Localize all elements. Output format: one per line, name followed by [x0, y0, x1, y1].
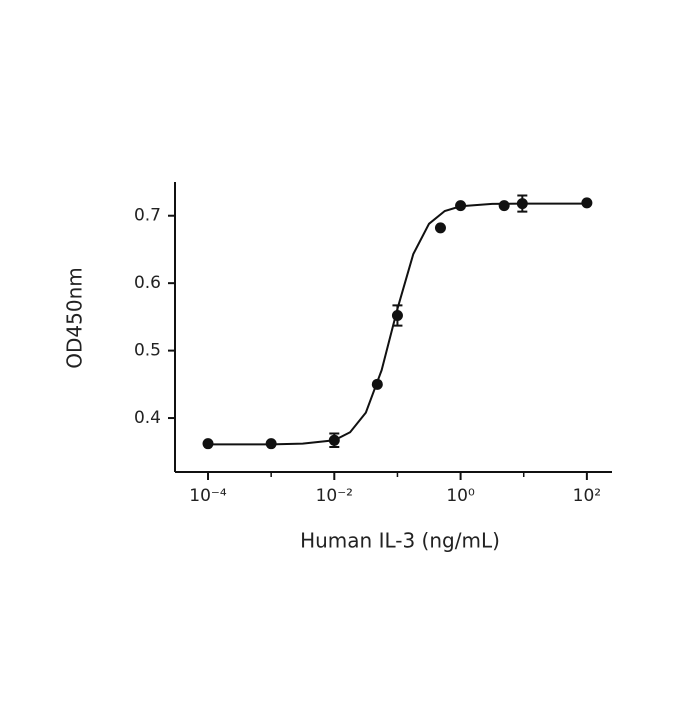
- x-axis-label: Human IL-3 (ng/mL): [300, 529, 500, 553]
- x-tick-label: 10⁻⁴: [189, 486, 227, 506]
- y-tick-label: 0.5: [134, 341, 161, 361]
- data-point: [202, 438, 214, 450]
- data-point: [434, 222, 446, 234]
- data-point: [581, 197, 593, 209]
- data-point: [328, 434, 340, 446]
- x-tick-label: 10⁻²: [316, 486, 353, 506]
- y-tick-label: 0.6: [134, 273, 161, 293]
- data-point: [391, 310, 403, 322]
- x-tick-label: 10⁰: [446, 486, 475, 506]
- data-point: [371, 378, 383, 390]
- y-axis-label: OD450nm: [63, 267, 87, 368]
- x-tick-label: 10²: [573, 486, 601, 506]
- data-point: [516, 198, 528, 210]
- data-point: [455, 200, 467, 212]
- data-point: [265, 438, 277, 450]
- data-point: [498, 200, 510, 212]
- y-tick-label: 0.4: [134, 408, 161, 428]
- y-tick-label: 0.7: [134, 206, 161, 226]
